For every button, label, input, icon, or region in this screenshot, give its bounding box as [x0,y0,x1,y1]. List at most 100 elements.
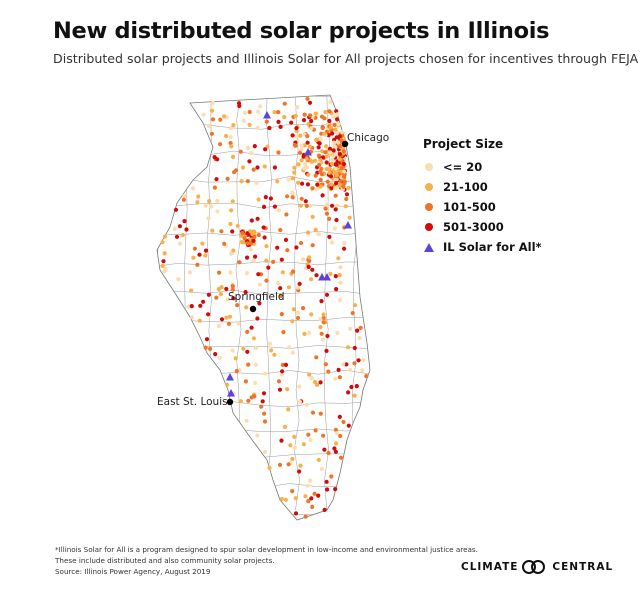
project-dot [189,288,194,293]
project-dot [162,269,167,274]
project-dot [324,348,329,353]
project-dot [283,237,289,242]
project-dot [298,133,303,138]
project-dot [285,387,290,392]
project-dot [314,355,319,360]
project-dot [251,258,256,263]
project-dot [264,258,269,263]
project-dot [328,99,333,104]
project-dot [324,166,329,172]
project-dot [283,497,288,502]
project-dot [278,227,283,233]
project-dot [329,182,334,187]
project-dot [290,195,295,200]
project-dot [337,152,342,157]
project-dot [161,259,166,264]
project-dot [245,231,250,236]
project-dot [312,491,317,496]
project-dot [325,179,330,184]
project-dot [295,105,300,110]
project-dot [260,399,265,404]
project-dot [206,312,211,317]
project-dot [331,114,336,119]
project-dot [180,233,185,238]
project-dot [304,203,309,208]
project-dot [286,285,292,290]
logo-rings-icon [522,560,548,574]
project-dot [306,432,311,437]
project-dot [309,159,314,164]
project-dot [305,96,310,101]
project-dot [208,346,213,351]
project-dot [336,256,341,261]
project-dot [251,336,256,341]
project-dot [337,375,342,380]
project-dot [280,362,285,367]
project-dot [313,173,318,178]
project-dot [258,104,263,109]
project-dot [275,179,280,184]
project-dot [309,277,314,282]
project-dot [209,108,214,113]
project-dot [191,255,196,260]
project-dot [282,115,287,120]
project-dot [189,304,194,309]
project-dot [303,514,308,519]
project-dot [294,245,299,250]
project-dot [304,402,309,407]
project-dot [309,376,314,381]
project-dot [318,325,323,330]
project-dot [326,133,331,138]
project-dot [276,119,281,124]
project-dot [300,257,306,262]
project-dot [341,161,346,167]
project-dot [329,474,334,479]
solar-for-all-triangle [226,373,234,381]
project-dot [267,125,272,131]
project-dot [301,442,306,447]
legend-item-21-100: 21-100 [423,177,542,197]
project-dot [203,345,208,350]
project-dot [323,109,328,115]
project-dot [342,169,347,174]
project-dot [237,260,242,265]
project-dot [298,463,303,468]
solar-for-all-triangle [227,389,235,397]
project-dot [290,133,295,138]
project-dot [346,185,351,191]
project-dot [314,137,320,142]
project-dot [331,148,336,153]
project-dot [310,504,315,509]
project-dot [300,181,305,186]
project-dot [331,140,336,145]
legend-swatch [425,223,433,231]
project-dot [290,319,295,324]
project-dot [198,303,203,308]
project-dot [279,372,284,377]
project-dot [335,330,340,335]
project-dot [330,131,335,136]
project-dot [209,204,214,209]
project-dot [308,203,313,208]
project-dot [246,145,251,150]
project-dot [272,165,277,170]
project-dot [224,315,229,320]
project-dot [218,142,223,147]
project-dot [160,240,165,245]
project-dot [309,312,314,317]
project-dot [278,124,283,129]
project-dot [310,214,315,219]
project-dot [364,374,369,379]
project-dot [335,112,340,117]
project-dot [305,134,310,139]
project-dot [224,133,229,139]
project-dot [324,160,329,165]
project-dot [215,209,220,214]
project-dot [262,164,267,169]
project-dot [307,258,312,264]
project-dot [327,170,332,175]
project-dot [327,216,332,221]
project-dot [307,255,312,260]
project-dot [249,150,254,155]
project-dot [334,172,339,178]
